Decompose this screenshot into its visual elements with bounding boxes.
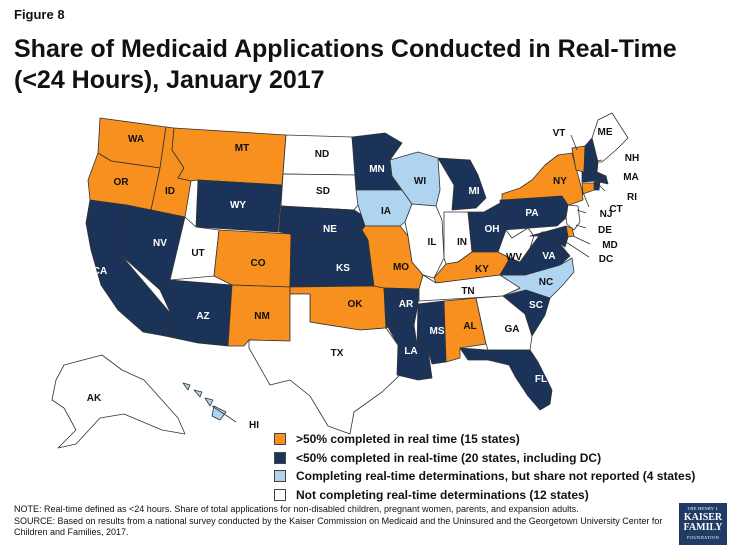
- state-nj: [565, 204, 581, 231]
- legend-label: >50% completed in real time (15 states): [296, 432, 520, 447]
- state-tx: [248, 293, 401, 435]
- state-label-nd: ND: [315, 149, 329, 160]
- state-label-in: IN: [457, 237, 467, 248]
- figure-label: Figure 8: [14, 7, 65, 22]
- state-label-or: OR: [114, 177, 130, 188]
- state-dc: [555, 239, 562, 246]
- state-label-ri: RI: [627, 192, 637, 203]
- state-ks: [289, 237, 375, 288]
- state-me: [591, 112, 629, 163]
- note-text: NOTE: Real-time defined as <24 hours. Sh…: [14, 504, 579, 514]
- legend-swatch-white: [274, 488, 286, 501]
- legend-label: Completing real-time determinations, but…: [296, 469, 696, 484]
- page-title: Share of Medicaid Applications Conducted…: [14, 35, 677, 94]
- source-text: SOURCE: Based on results from a national…: [14, 515, 663, 538]
- legend-label: Not completing real-time determinations …: [296, 487, 589, 502]
- legend-item: <50% completed in real-time (20 states, …: [274, 449, 695, 468]
- state-label-ak: AK: [87, 393, 102, 404]
- state-label-tx: TX: [331, 348, 344, 359]
- legend-item: Not completing real-time determinations …: [274, 486, 695, 505]
- state-label-nc: NC: [539, 277, 553, 288]
- state-label-ma: MA: [623, 172, 639, 183]
- state-ak: [51, 354, 186, 449]
- state-label-il: IL: [428, 237, 437, 248]
- state-label-ct: CT: [609, 204, 622, 215]
- state-label-mt: MT: [235, 143, 249, 154]
- state-label-az: AZ: [196, 311, 209, 322]
- state-label-nv: NV: [153, 238, 167, 249]
- state-label-nm: NM: [254, 311, 270, 322]
- state-label-ny: NY: [553, 176, 567, 187]
- state-label-md: MD: [602, 240, 618, 251]
- state-ny: [501, 152, 584, 206]
- state-label-mi: MI: [468, 186, 479, 197]
- state-label-dc: DC: [599, 254, 613, 265]
- state-label-ks: KS: [336, 263, 350, 274]
- state-label-pa: PA: [525, 208, 538, 219]
- state-label-ar: AR: [399, 299, 414, 310]
- state-fl: [459, 347, 553, 411]
- state-label-nj: NJ: [600, 209, 613, 220]
- legend-label: <50% completed in real-time (20 states, …: [296, 450, 602, 465]
- state-label-ok: OK: [348, 299, 364, 310]
- state-label-id: ID: [165, 186, 175, 197]
- state-label-sd: SD: [316, 186, 330, 197]
- legend: >50% completed in real time (15 states) …: [274, 430, 695, 504]
- state-label-me: ME: [598, 127, 613, 138]
- state-il: [404, 203, 445, 279]
- state-label-nh: NH: [625, 153, 639, 164]
- state-label-vt: VT: [553, 128, 566, 139]
- state-label-va: VA: [542, 251, 555, 262]
- kff-logo: THE HENRY J. KAISER FAMILY FOUNDATION: [679, 503, 727, 545]
- state-mi: [437, 157, 487, 211]
- state-label-wa: WA: [128, 134, 144, 145]
- state-wy: [195, 179, 283, 233]
- state-label-tn: TN: [461, 286, 474, 297]
- state-label-ga: GA: [505, 324, 520, 335]
- state-label-hi: HI: [249, 420, 259, 431]
- state-label-mo: MO: [393, 262, 409, 273]
- state-label-de: DE: [598, 225, 612, 236]
- state-label-mn: MN: [369, 164, 385, 175]
- state-nh: [583, 137, 599, 173]
- state-label-ky: KY: [475, 264, 489, 275]
- state-ct: [581, 182, 595, 195]
- state-hi: [182, 382, 227, 421]
- state-label-sc: SC: [529, 300, 543, 311]
- state-label-ut: UT: [191, 248, 204, 259]
- state-sd: [280, 173, 359, 211]
- state-label-la: LA: [404, 346, 417, 357]
- state-label-co: CO: [251, 258, 266, 269]
- state-label-ne: NE: [323, 224, 337, 235]
- state-label-wi: WI: [414, 176, 426, 187]
- state-label-wy: WY: [230, 200, 246, 211]
- state-label-fl: FL: [535, 374, 547, 385]
- state-mt: [171, 127, 287, 186]
- state-ma: [581, 171, 609, 185]
- state-label-ia: IA: [381, 206, 391, 217]
- state-label-wv: WV: [506, 252, 522, 263]
- legend-item: >50% completed in real time (15 states): [274, 430, 695, 449]
- state-label-ms: MS: [430, 326, 445, 337]
- legend-item: Completing real-time determinations, but…: [274, 467, 695, 486]
- state-label-oh: OH: [485, 224, 500, 235]
- footnote: NOTE: Real-time defined as <24 hours. Sh…: [14, 504, 674, 539]
- state-la: [387, 324, 433, 381]
- legend-swatch-orange: [274, 433, 286, 446]
- legend-swatch-light-blue: [274, 470, 286, 483]
- state-label-ca: CA: [93, 266, 107, 277]
- legend-swatch-navy: [274, 451, 286, 464]
- state-label-al: AL: [463, 321, 476, 332]
